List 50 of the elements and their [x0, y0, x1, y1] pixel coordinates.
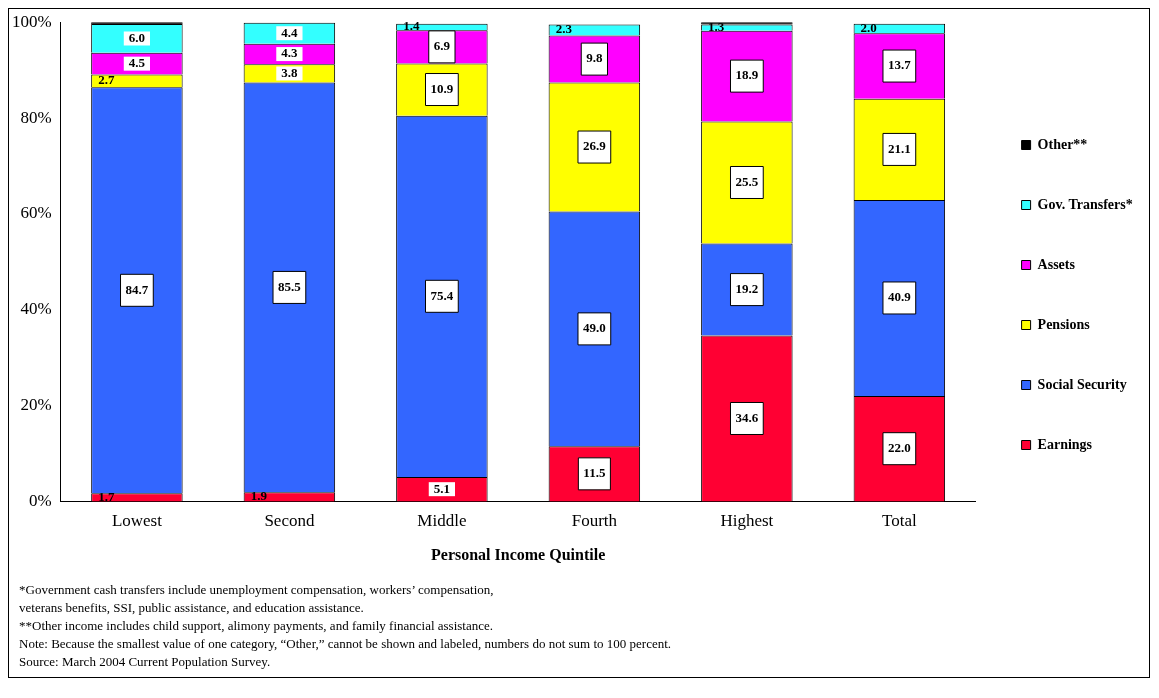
x-tick-label: Second	[264, 511, 315, 531]
x-tick-label: Lowest	[111, 511, 163, 531]
data-label: 9.8	[586, 50, 603, 66]
x-tick-label: Fourth	[571, 511, 618, 531]
data-label: 6.9	[433, 38, 451, 54]
text: Note: Because the smallest value of one category, “Other,” cannot be shown and labeled, numbers do not sum to 100 percent.	[19, 635, 673, 653]
data-label: 34.6	[735, 409, 759, 425]
x-tick-label: Middle	[417, 511, 467, 531]
y-tick-label: 40%	[20, 299, 52, 319]
data-label: 75.4	[430, 287, 454, 303]
data-label: 1.9	[250, 488, 268, 504]
data-label: 26.9	[583, 138, 607, 154]
data-label: 25.5	[735, 173, 759, 189]
y-tick-label: 60%	[20, 203, 52, 223]
data-label: 13.7	[887, 57, 912, 73]
text: *Government cash transfers include unemployment compensation, workers’ compensation,	[19, 581, 495, 599]
legend-label: Assets	[1037, 256, 1076, 272]
data-label: 2.3	[555, 21, 573, 37]
source-note: Source: March 2004 Current Population Survey.	[19, 653, 272, 671]
data-label: 10.9	[430, 80, 454, 96]
legend-label: Pensions	[1037, 316, 1091, 332]
y-tick-label: 100%	[11, 11, 52, 31]
data-label: 4.3	[281, 45, 299, 61]
x-tick-label: Total	[882, 511, 917, 531]
text: veterans benefits, SSI, public assistance, and education assistance.	[19, 599, 365, 617]
legend-label: Gov. Transfers*	[1037, 196, 1133, 212]
legend-label: Other**	[1037, 136, 1088, 152]
data-label: 4.4	[281, 24, 299, 40]
y-tick-label: 0%	[28, 490, 52, 510]
data-label: 84.7	[125, 281, 149, 297]
legend-label: Social Security	[1037, 376, 1127, 392]
legend-label: Earnings	[1037, 436, 1093, 452]
data-label: 22.0	[887, 440, 911, 456]
x-tick-label: Highest	[720, 511, 774, 531]
data-label: 3.8	[281, 64, 299, 80]
data-label: 6.0	[128, 29, 146, 45]
data-label: 49.0	[583, 320, 606, 336]
y-tick-label: 20%	[20, 395, 52, 415]
data-label: 19.2	[735, 280, 759, 296]
data-label: 5.1	[433, 480, 451, 496]
data-label: 11.5	[583, 465, 606, 481]
data-label: 40.9	[887, 289, 912, 305]
x-axis-title: Personal Income Quintile	[431, 545, 606, 563]
data-label: 18.9	[735, 67, 759, 83]
data-label: 2.7	[98, 72, 115, 88]
data-label: 4.5	[128, 55, 146, 71]
y-tick-label: 80%	[20, 107, 52, 127]
text: **Other income includes child support, alimony payments, and family financial assistance.	[19, 617, 495, 635]
data-label: 85.5	[278, 278, 302, 294]
data-label: 21.1	[887, 140, 911, 156]
